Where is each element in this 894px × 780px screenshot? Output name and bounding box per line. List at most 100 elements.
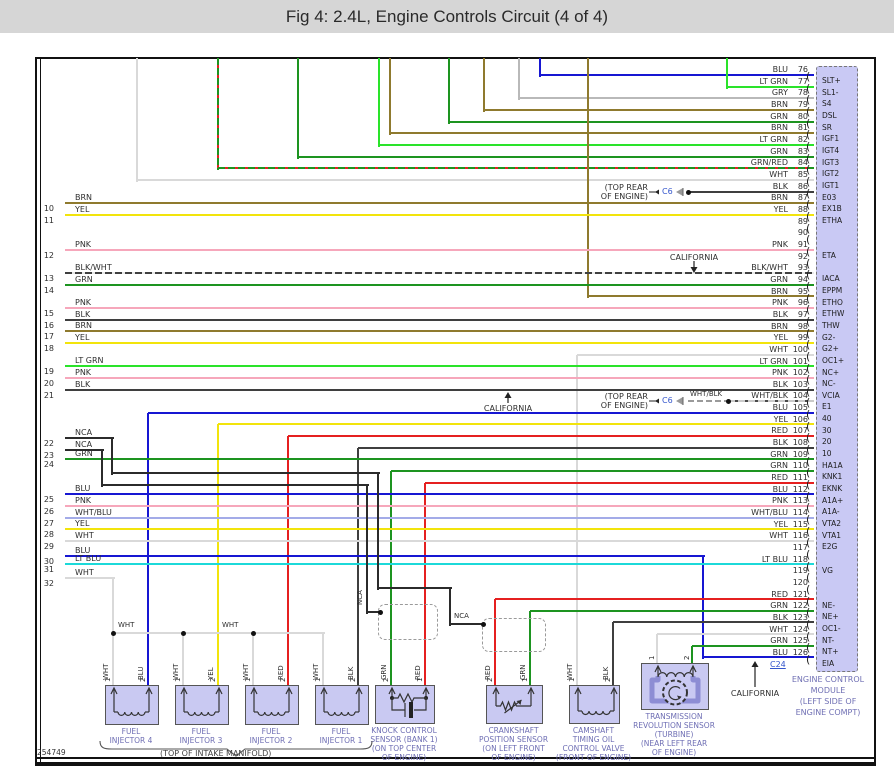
circuit-row-number: 30 [43, 557, 54, 566]
ecm-pin-number: 92 [797, 252, 808, 261]
ecm-pin-number: 76 [797, 65, 808, 74]
wire-color-label: WHT [769, 170, 788, 179]
camshaft-timing-oil-control-valve-pin-2: 2 [604, 677, 612, 682]
ecm-terminal-label: A1A- [822, 507, 840, 516]
c6-marker-mid[interactable]: C6 [662, 396, 673, 405]
ecm-pin-bracket: ( [806, 70, 811, 83]
ecm-pin-number: 116 [792, 531, 808, 540]
ecm-pin-number: 96 [797, 298, 808, 307]
ecm-name: ENGINE CONTROL [791, 675, 865, 684]
ecm-terminal-label: IGT3 [822, 158, 840, 167]
wire-color-label: BRN [75, 321, 93, 330]
ecm-pin-number: 98 [797, 322, 808, 331]
ecm-pin-bracket: ( [806, 350, 811, 363]
wire-wht [137, 179, 814, 181]
transmission-revolution-sensor-pin-2: 2 [683, 655, 691, 660]
circuit-row-number: 11 [43, 216, 54, 225]
wire-color-label: BLK/WHT [75, 263, 112, 272]
wire-color-label: PNK [771, 298, 788, 307]
ecm-pin-bracket: ( [806, 595, 811, 608]
ecm-pin-bracket: ( [806, 501, 811, 514]
wire-color-label: WHT [75, 531, 94, 540]
ecm-terminal-label: 30 [822, 426, 832, 435]
wire-color-label: GRN [770, 461, 788, 470]
fuel-injector-2 [245, 685, 299, 725]
fuel-injector-3-caption: FUEL [191, 727, 211, 736]
ecm-pin-bracket: ( [806, 257, 811, 270]
wire-wht [136, 58, 138, 182]
location-note: (TOP REAR [604, 392, 648, 401]
wire-color-label: GRN [770, 636, 788, 645]
ecm-terminal-label: IGF1 [822, 134, 840, 143]
ecm-terminal-label: DSL [822, 111, 837, 120]
ecm-terminal-label: KNK1 [822, 472, 843, 481]
wire-color-label: BLU [75, 546, 91, 555]
wire-grn [691, 646, 693, 665]
ecm-pin-bracket: ( [806, 466, 811, 479]
ecm-terminal-label: ETHA [822, 216, 843, 225]
ecm-pin-bracket: ( [806, 222, 811, 235]
ecm-pin-number: 81 [797, 123, 808, 132]
ecm-pin-number: 79 [797, 100, 808, 109]
wire-brn [588, 295, 814, 297]
ecm-connector-link[interactable]: C24 [770, 660, 786, 669]
ecm-pin-number: 112 [792, 485, 808, 494]
wire-color-label: BRN [770, 123, 788, 132]
ecm-pin-number: 87 [797, 193, 808, 202]
knock-control-sensor-caption: OF ENGINE) [381, 753, 427, 762]
ecm-terminal-label: 40 [822, 414, 832, 423]
wire-color-label: BLU [772, 403, 788, 412]
wire-grn-red [218, 167, 814, 169]
wire-blu [65, 555, 705, 557]
wire-color-label: BRN [770, 322, 788, 331]
wire-red [287, 436, 289, 687]
ecm-pin-bracket: ( [806, 82, 811, 95]
wire-color-label: LT GRN [75, 356, 104, 365]
wire-nca [367, 611, 382, 613]
wire-color-label: PNK [771, 368, 788, 377]
wire-wht [657, 633, 814, 635]
wire-wht [577, 354, 814, 356]
camshaft-timing-oil-control-valve [569, 685, 620, 724]
page-title: Fig 4: 2.4L, Engine Controls Circuit (4 … [0, 0, 894, 33]
crankshaft-position-sensor-caption: OF ENGINE) [491, 753, 536, 762]
ecm-pin-number: 126 [792, 648, 808, 657]
wire-color-label: BLK [772, 310, 788, 319]
junction-dot [725, 398, 731, 404]
wire-color-label: GRN [770, 275, 788, 284]
wire-brn [587, 58, 589, 298]
ecm-pin-bracket: ( [806, 478, 811, 491]
fuel-injector-1-pin-2: 2 [349, 677, 357, 682]
ecm-pin-number: 82 [797, 135, 808, 144]
wire-color-label: YEL [773, 333, 788, 342]
wire-red [494, 599, 496, 687]
wire-color-label: BRN [75, 193, 93, 202]
ecm-pin-bracket: ( [806, 443, 811, 456]
ecm-terminal-label: VCIA [822, 391, 840, 400]
wire-color-label: GRN [75, 449, 93, 458]
circuit-row-number: 26 [43, 507, 54, 516]
circuit-row-number: 25 [43, 495, 54, 504]
wire-blu [539, 58, 541, 77]
ecm-pin-number: 111 [792, 473, 808, 482]
ecm-terminal-label: SR [822, 123, 832, 132]
knock-control-sensor-pin-2: 2 [382, 677, 390, 682]
circuit-row-number: 22 [43, 439, 54, 448]
fuel-injector-4-caption: INJECTOR 4 [109, 736, 153, 745]
c6-marker-top[interactable]: C6 [662, 187, 673, 196]
crankshaft-position-sensor-caption: POSITION SENSOR [478, 735, 549, 744]
ecm-pin-number: 83 [797, 147, 808, 156]
ecm-pin-number: 109 [792, 450, 808, 459]
junction-dot [110, 630, 116, 636]
ecm-pin-number: 114 [792, 508, 808, 517]
ecm-terminal-label: E03 [822, 193, 837, 202]
wire-brn [484, 109, 814, 111]
ecm-pin-bracket: ( [806, 653, 811, 666]
circuit-row-number: 12 [43, 251, 54, 260]
wire-grn [65, 284, 814, 286]
ecm-pin-number: 108 [792, 438, 808, 447]
wire-nca [450, 623, 485, 625]
fuel-injector-4 [105, 685, 159, 725]
wire-color-label: BLK [772, 438, 788, 447]
ecm-pin-number: 102 [792, 368, 808, 377]
